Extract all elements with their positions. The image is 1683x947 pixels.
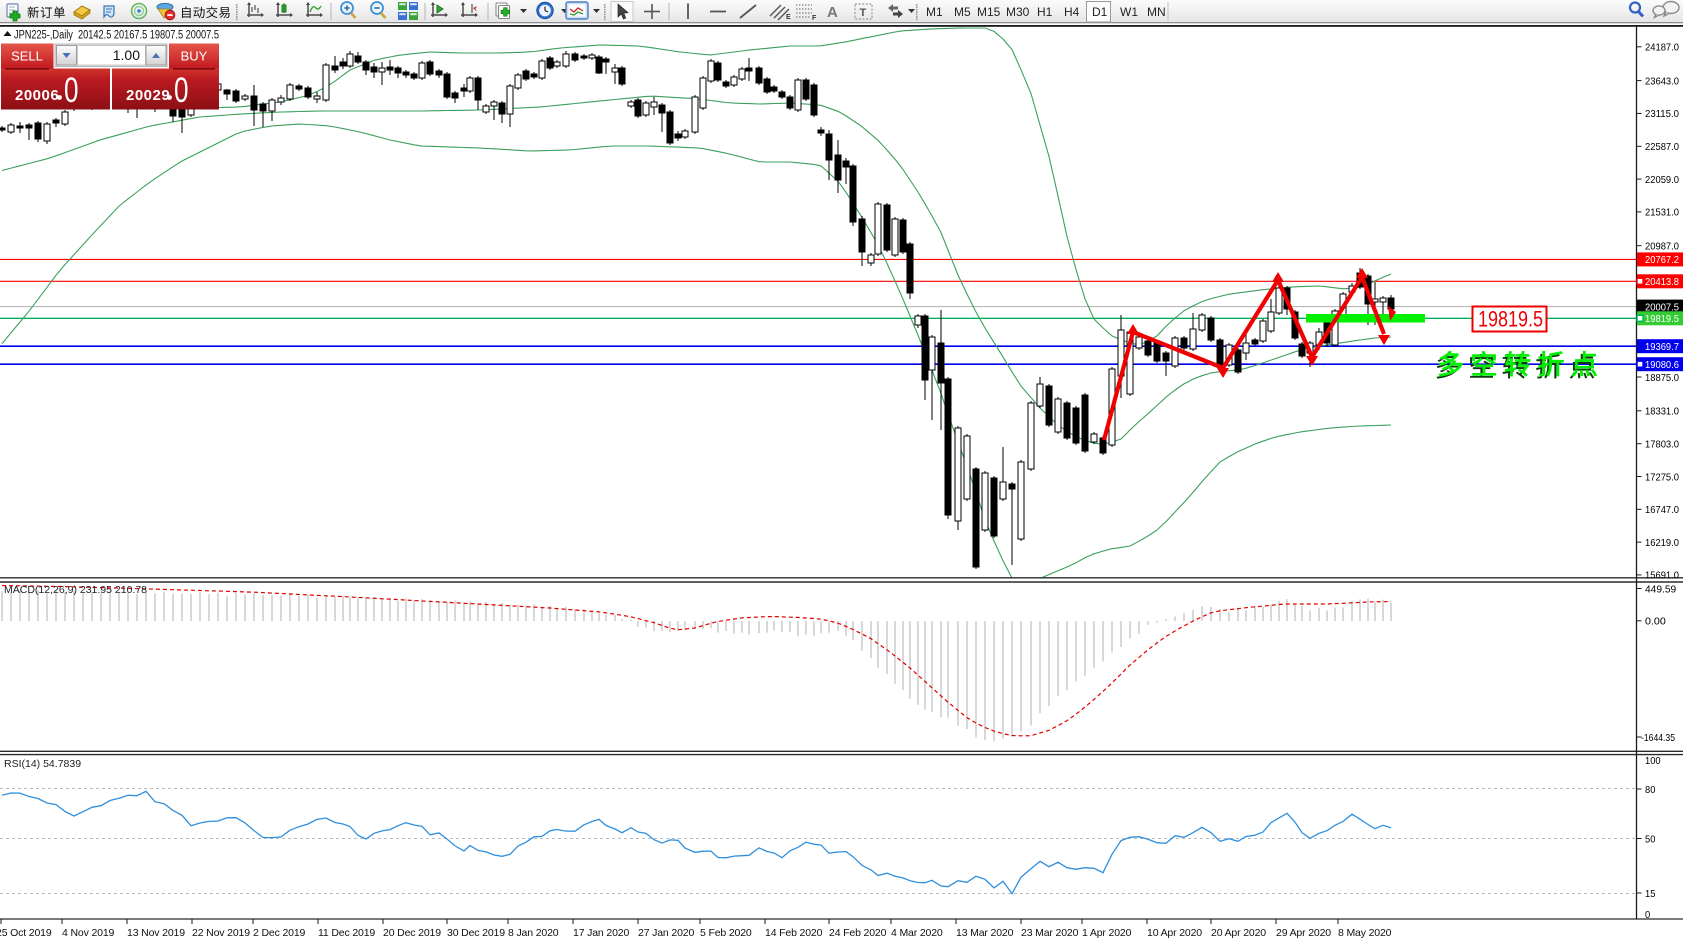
svg-text:449.59: 449.59: [1645, 583, 1676, 595]
svg-text:SELL: SELL: [11, 49, 43, 64]
svg-text:19819.5: 19819.5: [1645, 313, 1679, 325]
svg-text:20 Dec 2019: 20 Dec 2019: [383, 927, 441, 939]
svg-text:29 Apr 2020: 29 Apr 2020: [1276, 927, 1331, 939]
svg-text:H4: H4: [1064, 5, 1080, 19]
svg-text:BUY: BUY: [181, 49, 208, 64]
svg-text:22587.0: 22587.0: [1645, 141, 1679, 153]
svg-text:50: 50: [1645, 833, 1656, 845]
svg-text:17803.0: 17803.0: [1645, 439, 1679, 451]
svg-text:13 Mar 2020: 13 Mar 2020: [956, 927, 1014, 939]
svg-text:8 May 2020: 8 May 2020: [1338, 927, 1392, 939]
svg-text:13 Nov 2019: 13 Nov 2019: [127, 927, 185, 939]
svg-text:14 Feb 2020: 14 Feb 2020: [765, 927, 823, 939]
svg-text:W1: W1: [1120, 5, 1138, 19]
svg-text:19819.5: 19819.5: [1478, 307, 1543, 332]
svg-text:M30: M30: [1006, 5, 1030, 19]
svg-text:24187.0: 24187.0: [1645, 42, 1679, 54]
svg-text:MACD(12,26,9) 231.95 210.78: MACD(12,26,9) 231.95 210.78: [4, 584, 147, 596]
svg-text:20987.0: 20987.0: [1645, 241, 1679, 253]
svg-text:M5: M5: [954, 5, 971, 19]
svg-text:0: 0: [64, 71, 79, 110]
svg-text:4 Mar 2020: 4 Mar 2020: [891, 927, 943, 939]
svg-text:2 Dec 2019: 2 Dec 2019: [253, 927, 306, 939]
svg-text:JPN225-,Daily 20142.5 20167.5: JPN225-,Daily 20142.5 20167.5 19807.5 20…: [14, 30, 219, 42]
svg-text:M1: M1: [926, 5, 943, 19]
svg-text:25 Oct 2019: 25 Oct 2019: [0, 927, 52, 939]
svg-text:20007.5: 20007.5: [1645, 301, 1679, 313]
svg-text:20413.8: 20413.8: [1645, 276, 1679, 288]
svg-text:27 Jan 2020: 27 Jan 2020: [638, 927, 694, 939]
svg-text:E: E: [786, 14, 791, 21]
svg-text:17 Jan 2020: 17 Jan 2020: [573, 927, 629, 939]
svg-text:0: 0: [1645, 909, 1650, 921]
svg-text:RSI(14) 54.7839: RSI(14) 54.7839: [4, 758, 81, 770]
svg-text:21531.0: 21531.0: [1645, 207, 1679, 219]
svg-text:1.00: 1.00: [113, 47, 140, 63]
svg-text:23115.0: 23115.0: [1645, 108, 1679, 120]
svg-text:MN: MN: [1147, 5, 1166, 19]
svg-text:16219.0: 16219.0: [1645, 537, 1679, 549]
svg-text:15: 15: [1645, 888, 1656, 900]
svg-text:15691.0: 15691.0: [1645, 570, 1679, 582]
svg-text:A: A: [827, 4, 838, 21]
svg-text:24 Feb 2020: 24 Feb 2020: [829, 927, 887, 939]
svg-text:20767.2: 20767.2: [1645, 254, 1679, 266]
svg-text:8 Jan 2020: 8 Jan 2020: [508, 927, 559, 939]
svg-text:5 Feb 2020: 5 Feb 2020: [700, 927, 752, 939]
svg-text:20006: 20006: [15, 87, 59, 104]
svg-text:23643.0: 23643.0: [1645, 75, 1679, 87]
svg-text:100: 100: [1645, 755, 1661, 767]
svg-text:T: T: [860, 7, 867, 19]
svg-text:23 Mar 2020: 23 Mar 2020: [1021, 927, 1079, 939]
svg-text:F: F: [812, 15, 817, 22]
svg-text:20029: 20029: [126, 87, 170, 104]
svg-text:22 Nov 2019: 22 Nov 2019: [192, 927, 250, 939]
svg-text:20 Apr 2020: 20 Apr 2020: [1211, 927, 1266, 939]
svg-text:19080.6: 19080.6: [1645, 359, 1679, 371]
svg-text:0: 0: [174, 71, 189, 110]
svg-text:30 Dec 2019: 30 Dec 2019: [447, 927, 505, 939]
svg-text:22059.0: 22059.0: [1645, 174, 1679, 186]
svg-text:D1: D1: [1092, 5, 1108, 19]
svg-text:H1: H1: [1037, 5, 1053, 19]
svg-text:16747.0: 16747.0: [1645, 504, 1679, 516]
svg-text:18875.0: 18875.0: [1645, 372, 1679, 384]
svg-text:11 Dec 2019: 11 Dec 2019: [318, 927, 375, 939]
svg-text:1 Apr 2020: 1 Apr 2020: [1082, 927, 1132, 939]
svg-text:10 Apr 2020: 10 Apr 2020: [1147, 927, 1202, 939]
svg-text:M15: M15: [977, 5, 1001, 19]
svg-text:4 Nov 2019: 4 Nov 2019: [62, 927, 115, 939]
svg-text:19369.7: 19369.7: [1645, 341, 1679, 353]
svg-text:80: 80: [1645, 784, 1656, 796]
svg-text:0.00: 0.00: [1645, 616, 1666, 628]
svg-text:17275.0: 17275.0: [1645, 471, 1679, 483]
svg-text:18331.0: 18331.0: [1645, 406, 1679, 418]
svg-text:-1644.35: -1644.35: [1641, 732, 1675, 744]
